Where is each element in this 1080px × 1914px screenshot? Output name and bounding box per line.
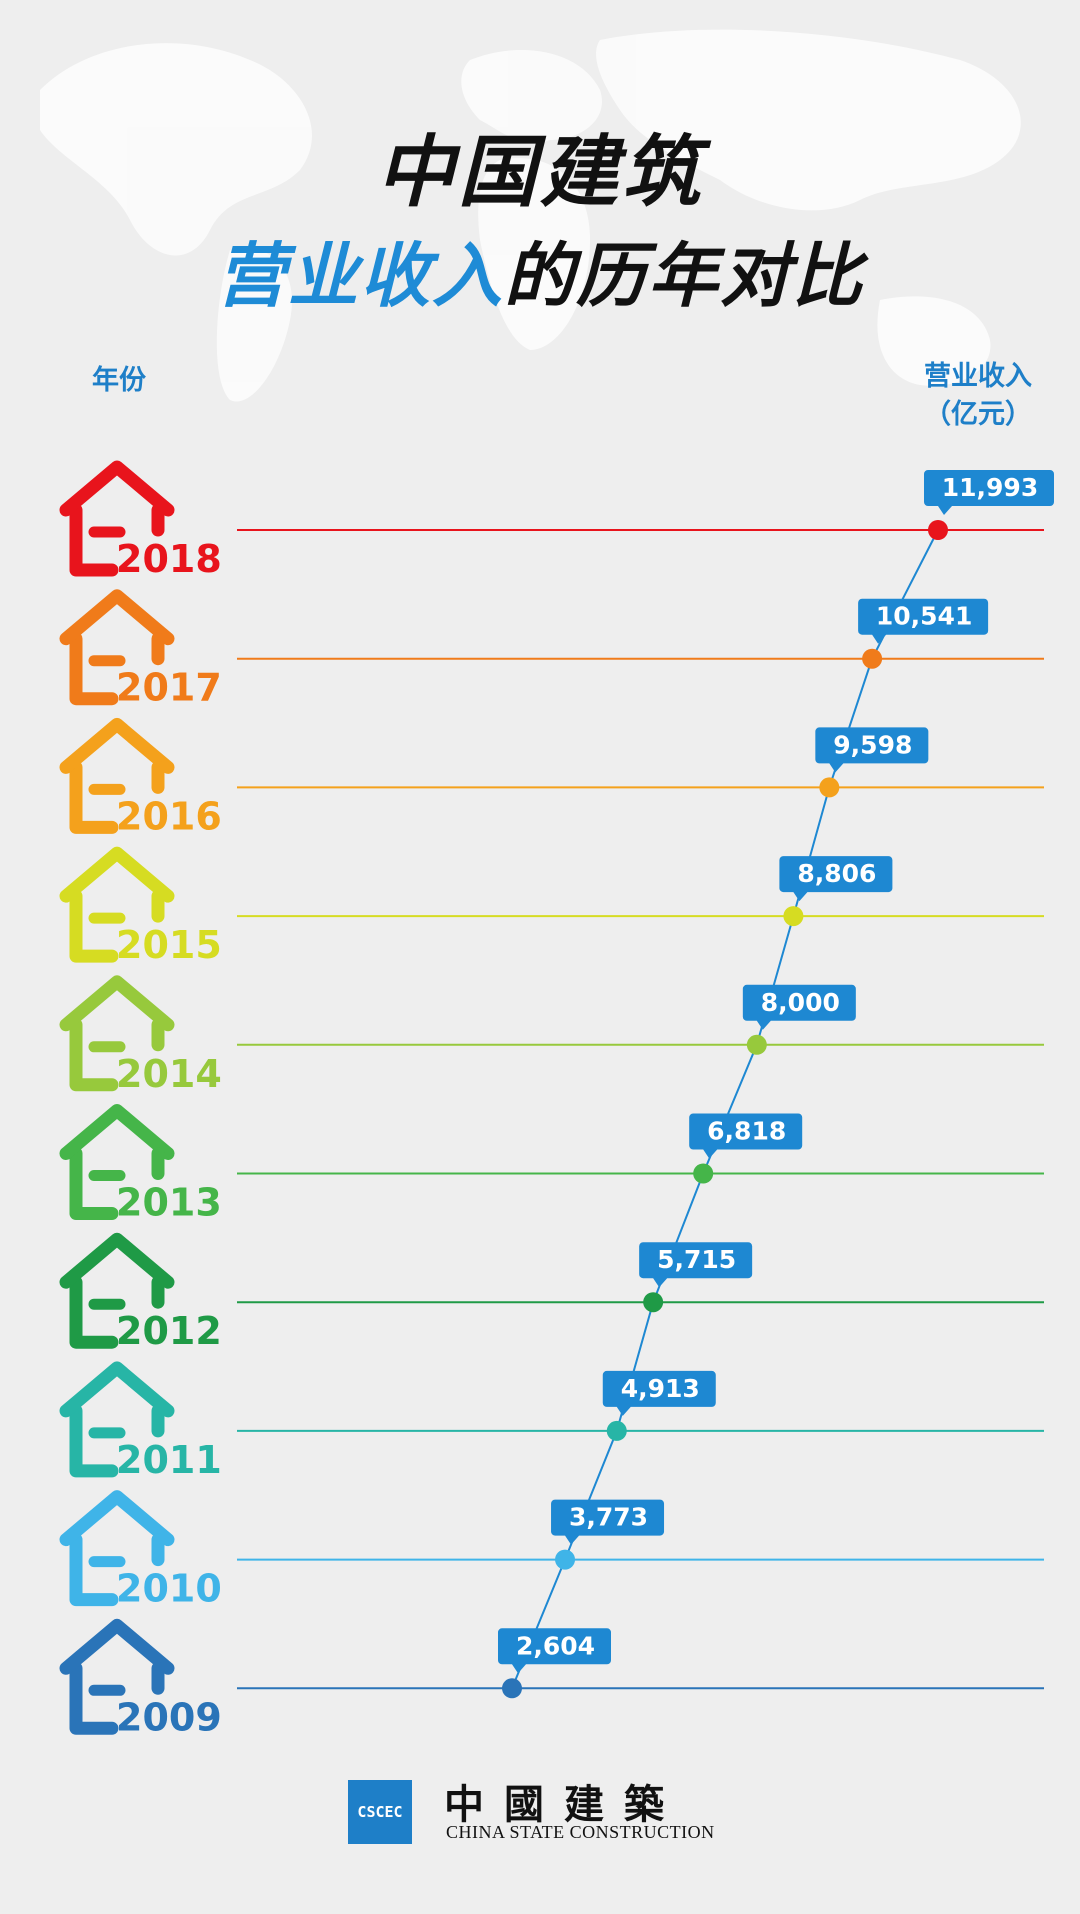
house-roof-icon [59, 1232, 175, 1289]
company-name-cn: 中國建築 [444, 1781, 684, 1828]
year-label: 2012 [116, 1309, 222, 1353]
subtitle-highlight: 营业收入 [216, 235, 504, 317]
value-callout [924, 470, 1054, 515]
value-label: 8,000 [761, 988, 840, 1017]
value-callout [551, 1499, 665, 1545]
page-title: 中国建筑 [375, 128, 704, 218]
year-label: 2015 [116, 923, 222, 967]
value-label: 8,806 [797, 859, 876, 888]
house-icon [69, 1661, 119, 1735]
data-point [928, 520, 948, 540]
value-label: 4,913 [621, 1374, 700, 1403]
cscec-logo-mark: CSCEC [348, 1780, 412, 1844]
data-point [862, 648, 883, 669]
value-callout [742, 984, 856, 1030]
house-icon [69, 889, 119, 963]
value-callout [689, 1113, 803, 1159]
house-roof-icon [59, 1104, 175, 1160]
value-callout [639, 1242, 753, 1288]
house-icon [69, 1018, 119, 1092]
year-label: 2018 [116, 537, 222, 581]
revenue-label-line2: （亿元） [924, 399, 1032, 430]
value-callout [602, 1370, 716, 1416]
house-icon [69, 1147, 119, 1220]
value-callout [498, 1628, 611, 1674]
value-label: 5,715 [657, 1245, 736, 1274]
data-point [643, 1292, 664, 1313]
data-point [693, 1163, 714, 1184]
value-callout [858, 598, 989, 644]
value-label: 2,604 [516, 1631, 595, 1660]
data-point [555, 1549, 576, 1570]
year-label: 2013 [116, 1181, 222, 1225]
value-callout [779, 856, 893, 902]
house-roof-icon [59, 460, 175, 517]
value-label: 9,598 [833, 730, 912, 759]
year-label: 2016 [116, 794, 222, 838]
data-point [746, 1034, 767, 1055]
house-icon [69, 632, 119, 706]
value-callout [815, 727, 929, 773]
data-point [819, 777, 840, 798]
data-point [606, 1420, 627, 1441]
year-column-label: 年份 [92, 365, 146, 396]
house-roof-icon [59, 589, 175, 646]
value-label: 6,818 [707, 1117, 786, 1146]
company-name-en: CHINA STATE CONSTRUCTION [446, 1822, 715, 1842]
subtitle-rest: 的历年对比 [504, 235, 864, 317]
house-roof-icon [59, 975, 175, 1032]
data-point [783, 906, 804, 927]
house-icon [69, 503, 119, 577]
house-roof-icon [59, 1361, 175, 1418]
value-label: 11,993 [942, 473, 1038, 502]
house-roof-icon [59, 1618, 175, 1675]
year-label: 2009 [116, 1695, 222, 1739]
house-icon [69, 1533, 119, 1607]
house-roof-icon [59, 717, 175, 774]
world-map-background [40, 29, 1021, 402]
house-icon [69, 760, 119, 834]
value-label: 3,773 [569, 1503, 648, 1532]
house-icon [69, 1275, 119, 1349]
page-subtitle: 营业收入的历年对比 [0, 220, 1080, 321]
series-line [511, 529, 939, 1689]
year-label: 2017 [116, 666, 222, 710]
revenue-label-line1: 营业收入 [924, 361, 1032, 392]
revenue-column-label: 营业收入 （亿元） [924, 358, 1032, 434]
data-point [502, 1678, 522, 1699]
footer-logo: CSCEC 中國建築 CHINA STATE CONSTRUCTION [348, 1780, 748, 1850]
value-label: 10,541 [876, 602, 972, 631]
house-roof-icon [59, 846, 175, 903]
house-icon [69, 1404, 119, 1478]
house-roof-icon [59, 1490, 175, 1547]
year-label: 2014 [116, 1052, 222, 1096]
year-label: 2010 [116, 1567, 222, 1611]
year-label: 2011 [116, 1438, 222, 1482]
